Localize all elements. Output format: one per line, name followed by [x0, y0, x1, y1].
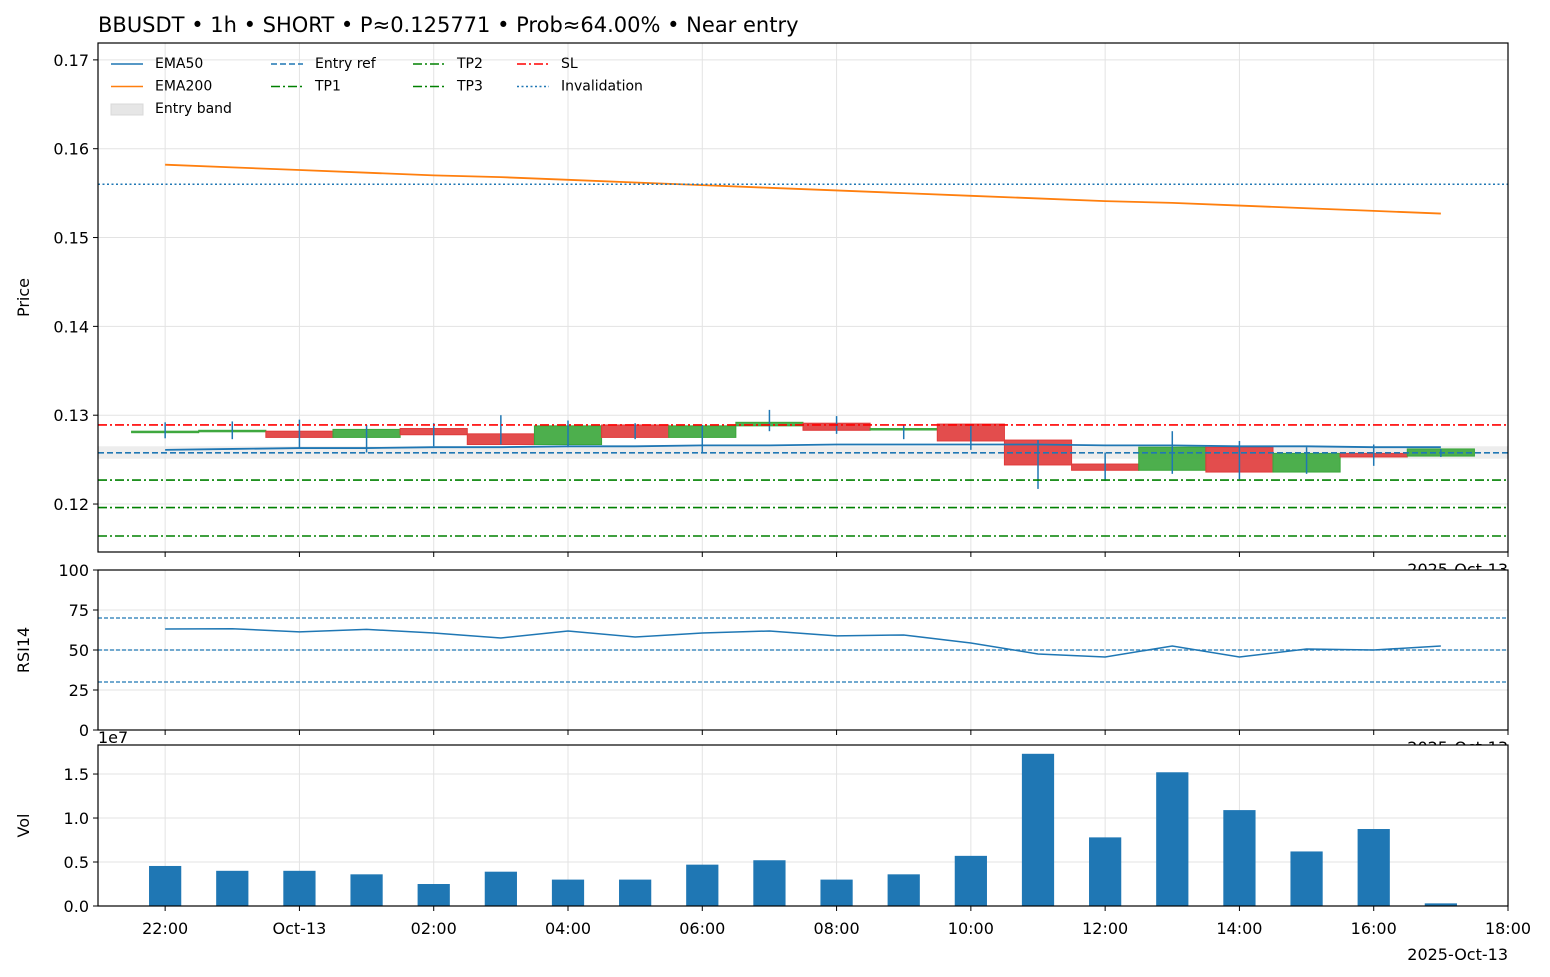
- y-tick-label: 50: [69, 641, 89, 660]
- y-tick-label: 0.15: [53, 229, 89, 248]
- legend-label: EMA50: [155, 56, 203, 72]
- y-tick-label: 0.5: [64, 853, 89, 872]
- legend-label: Entry ref: [315, 56, 377, 72]
- y-axis-label: RSI14: [14, 627, 33, 673]
- ema-line: [165, 163, 1441, 215]
- y-tick-label: 0.14: [53, 317, 89, 336]
- legend-label: TP3: [456, 79, 483, 95]
- bar: [686, 864, 719, 906]
- x-tick-label: 22:00: [142, 919, 188, 938]
- y-tick-label: 0.0: [64, 897, 89, 916]
- legend-label: Entry band: [155, 101, 232, 117]
- bar: [283, 870, 316, 906]
- plot-area: [98, 745, 1508, 906]
- x-tick-label: 08:00: [814, 919, 860, 938]
- y-offset-label: 1e7: [98, 728, 128, 747]
- bar: [954, 855, 987, 906]
- bar: [1021, 753, 1055, 906]
- chart-title: BBUSDT • 1h • SHORT • P≈0.125771 • Prob≈…: [98, 13, 799, 37]
- bar: [619, 879, 652, 906]
- x-tick-label: 10:00: [948, 919, 994, 938]
- bar: [1223, 810, 1256, 906]
- axes-frame: [97, 42, 1509, 553]
- axes-frame: [97, 744, 1509, 907]
- x-tick-label: 18:00: [1485, 919, 1531, 938]
- bar: [753, 860, 786, 906]
- bar: [484, 871, 517, 906]
- legend-label: Invalidation: [561, 79, 643, 95]
- legend-label: TP1: [314, 79, 341, 95]
- y-tick-label: 0.12: [53, 495, 89, 514]
- bar: [216, 870, 249, 906]
- axes-background: [98, 745, 1508, 906]
- axes-frame: [97, 569, 1509, 731]
- bar: [1156, 772, 1189, 906]
- x-tick-label: 12:00: [1082, 919, 1128, 938]
- y-tick-label: 0.13: [53, 406, 89, 425]
- y-tick-label: 1.0: [64, 809, 89, 828]
- legend-label: SL: [561, 56, 578, 72]
- x-tick-label: 02:00: [411, 919, 457, 938]
- rsi-line: [165, 627, 1441, 658]
- y-axis-label: Price: [14, 278, 33, 317]
- y-tick-label: 75: [69, 601, 89, 620]
- y-tick-label: 25: [69, 681, 89, 700]
- bar: [417, 884, 450, 906]
- bar: [350, 874, 383, 906]
- legend-label: TP2: [456, 56, 483, 72]
- x-tick-label: 06:00: [679, 919, 725, 938]
- bar: [1357, 829, 1390, 906]
- y-tick-label: 1.5: [64, 765, 89, 784]
- y-tick-label: 0.16: [53, 140, 89, 159]
- bar: [1424, 903, 1457, 906]
- bar: [887, 874, 920, 906]
- plot-area: [98, 570, 1508, 730]
- bar: [149, 865, 182, 906]
- legend-swatch: [110, 103, 144, 116]
- x-tick-label: 04:00: [545, 919, 591, 938]
- y-tick-label: 0: [79, 721, 89, 740]
- bar: [1290, 851, 1323, 906]
- x-tick-label: 14:00: [1216, 919, 1262, 938]
- y-tick-label: 0.17: [53, 51, 89, 70]
- y-axis-label: Vol: [14, 814, 33, 838]
- legend: EMA50 EMA200 Entry band Entry ref TP1 TP2 TP3 S…: [110, 56, 643, 117]
- bar: [1089, 837, 1122, 906]
- bar: [551, 879, 585, 906]
- bar: [820, 879, 853, 906]
- plot-area: [98, 43, 1508, 552]
- x-tick-label: 16:00: [1351, 919, 1397, 938]
- x-offset-label: 2025-Oct-13: [1407, 945, 1508, 964]
- x-tick-label: Oct-13: [273, 919, 327, 938]
- axes-background: [98, 43, 1508, 552]
- ema-line: [165, 443, 1441, 451]
- legend-label: EMA200: [155, 79, 212, 95]
- y-tick-label: 100: [58, 561, 89, 580]
